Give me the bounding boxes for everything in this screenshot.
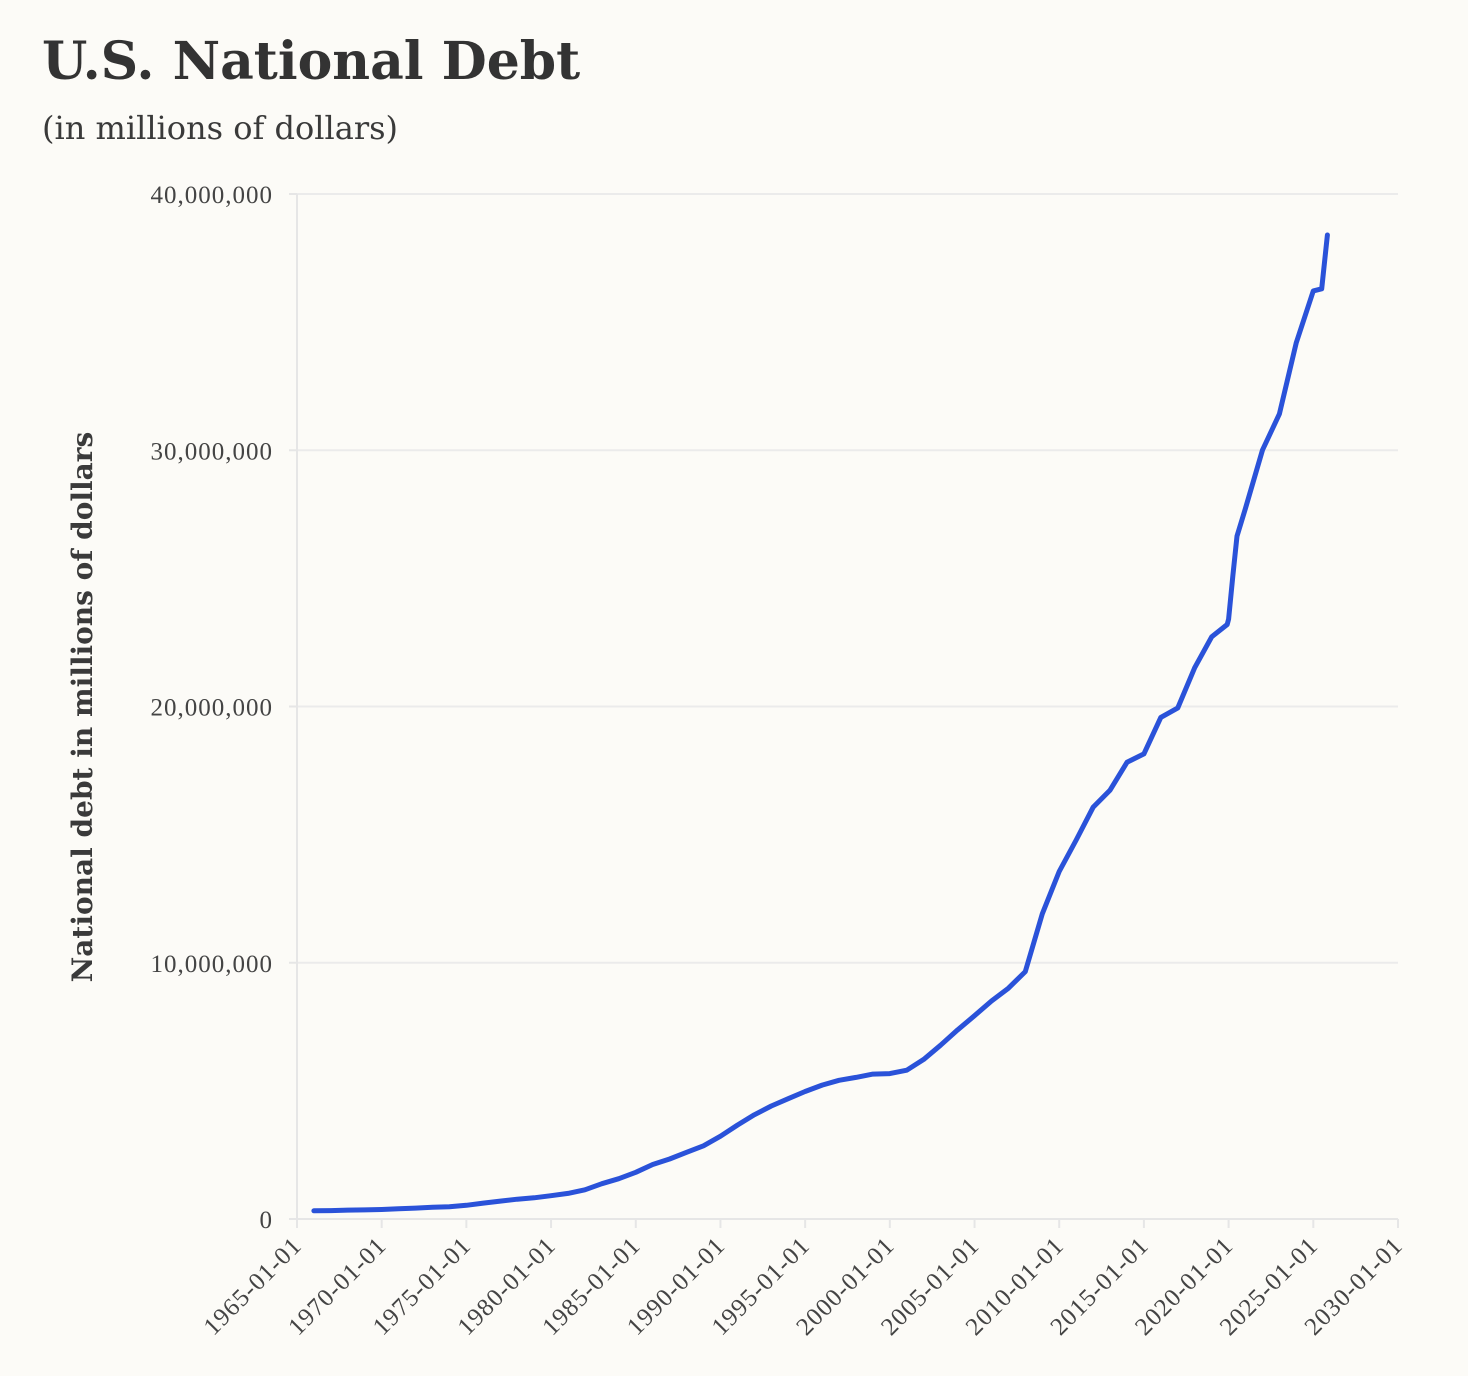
y-tick-label-3: 30,000,000 — [151, 438, 274, 465]
axes — [289, 193, 1399, 1228]
chart-title: U.S. National Debt — [42, 31, 580, 92]
y-tick-labels: 0 10,000,000 20,000,000 30,000,000 40,000,00… — [151, 182, 274, 1234]
gridlines — [297, 193, 1398, 964]
y-axis-label: National debt in millions of dollars — [66, 432, 99, 983]
y-tick-label-2: 20,000,000 — [151, 695, 274, 722]
chart-subtitle: (in millions of dollars) — [42, 109, 398, 147]
y-tick-label-4: 40,000,000 — [151, 182, 274, 209]
series-line-national-debt — [311, 232, 1330, 1214]
y-tick-label-0: 0 — [260, 1207, 274, 1234]
x-tick-labels: 1965-01-011970-01-011975-01-011980-01-01… — [199, 1232, 1409, 1341]
y-tick-label-1: 10,000,000 — [151, 951, 274, 978]
